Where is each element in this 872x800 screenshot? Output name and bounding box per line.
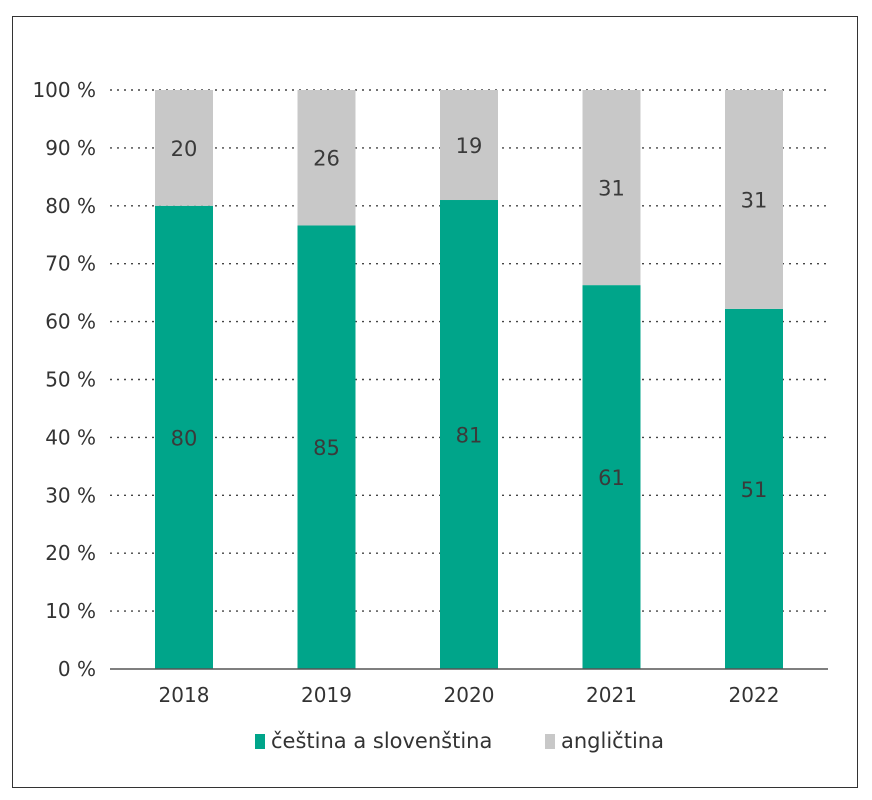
legend-label: čeština a slovenština (271, 729, 492, 753)
x-tick-label: 2020 (444, 683, 495, 707)
bar-segment (725, 90, 783, 309)
x-tick-label: 2021 (586, 683, 637, 707)
data-label: 31 (598, 177, 625, 201)
data-label: 31 (741, 188, 768, 212)
y-tick-label: 70 % (45, 252, 96, 276)
x-tick-label: 2019 (301, 683, 352, 707)
bar-segment (440, 200, 498, 669)
data-label: 81 (456, 424, 483, 448)
legend-swatch (545, 734, 555, 749)
chart-frame (12, 16, 858, 788)
data-label: 80 (171, 426, 198, 450)
data-label: 26 (313, 147, 340, 171)
data-label: 61 (598, 466, 625, 490)
bar-segment (440, 90, 498, 201)
y-tick-label: 80 % (45, 194, 96, 218)
y-tick-label: 50 % (45, 368, 96, 392)
bars: 80 20 85 26 81 19 61 31 51 31 (155, 90, 783, 670)
bar-segment (155, 90, 213, 206)
x-axis: 2018 2019 2020 2021 2022 (110, 668, 828, 707)
y-tick-label: 60 % (45, 310, 96, 334)
bar-segment (582, 90, 641, 286)
x-tick-label: 2022 (729, 683, 780, 707)
y-tick-label: 20 % (45, 541, 96, 565)
y-tick-label: 40 % (45, 425, 96, 449)
y-tick-label: 90 % (45, 136, 96, 160)
bar-segment (725, 308, 783, 669)
legend-label: angličtina (561, 729, 664, 753)
bar-segment (582, 285, 641, 669)
data-label: 85 (313, 436, 340, 460)
legend: čeština a slovenština angličtina (255, 729, 664, 753)
data-label: 51 (741, 478, 768, 502)
x-tick-label: 2018 (159, 683, 210, 707)
bar-segment (297, 90, 356, 226)
y-tick-label: 0 % (58, 657, 96, 681)
data-label: 20 (171, 137, 198, 161)
data-label: 19 (456, 134, 483, 158)
bar-segment (297, 225, 356, 669)
y-tick-label: 10 % (45, 599, 96, 623)
bar-segment (155, 205, 213, 670)
legend-swatch (255, 734, 265, 749)
y-axis-ticks: 0 % 10 % 20 % 30 % 40 % 50 % 60 % 70 % 80 % 90 % 1… (32, 78, 96, 681)
y-tick-label: 30 % (45, 483, 96, 507)
y-tick-label: 100 % (32, 78, 96, 102)
